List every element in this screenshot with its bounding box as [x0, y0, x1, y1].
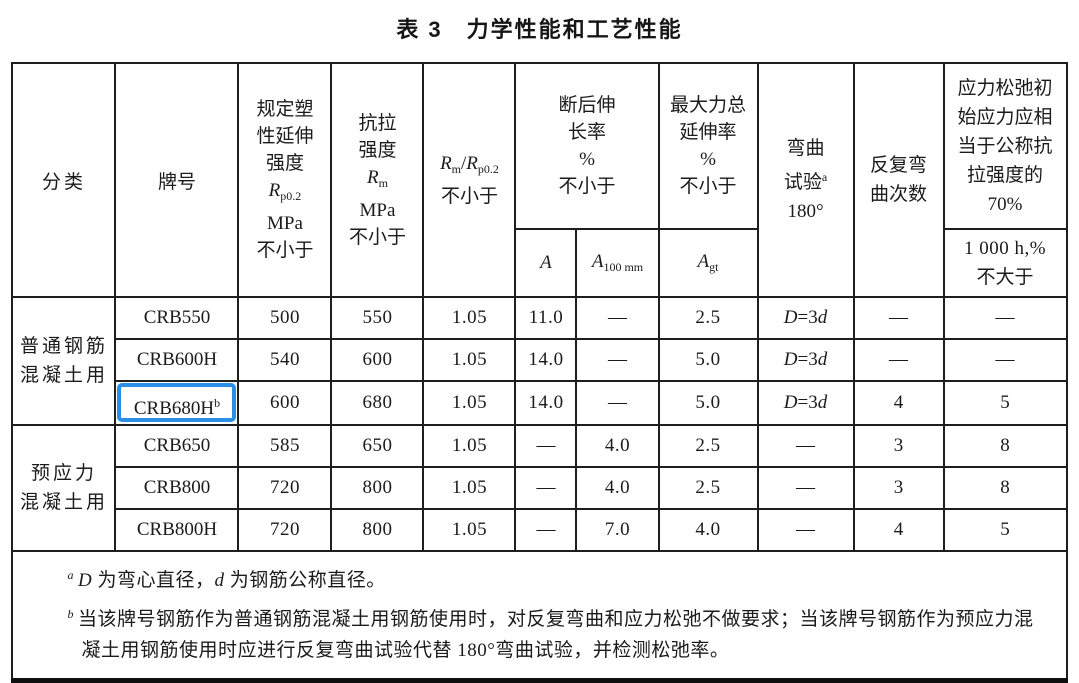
a100-cell: 4.0: [575, 466, 660, 510]
ratio-symbol: Rm/Rp0.2: [440, 153, 499, 176]
subheader-A100mm: A100 mm: [575, 228, 660, 298]
table-row-crb800: CRB800 720 800 1.05 — 4.0 2.5 — 3 8: [12, 466, 1068, 510]
subheader-Agt: Agt: [657, 228, 759, 298]
rp02-symbol: Rp0.2: [268, 180, 302, 203]
grade-cell-crb680h[interactable]: CRB680Hb: [114, 380, 240, 426]
relax-cell: —: [942, 338, 1068, 382]
bend-test-footnote-ref: 试验a: [783, 170, 828, 193]
header-grade: 牌号: [114, 62, 240, 298]
rebend-cell: 3: [852, 466, 945, 510]
a-cell: —: [514, 508, 578, 552]
grade-cell: CRB650: [114, 424, 240, 468]
header-bend-test: 弯曲 试验a 180°: [756, 62, 855, 298]
relax-cell: 8: [942, 424, 1068, 468]
header-classification: 分类: [11, 62, 117, 298]
grade-cell: CRB800H: [114, 508, 240, 552]
footnote-b: b 当该牌号钢筋作为普通钢筋混凝土用钢筋使用时，对反复弯曲和应力松弛不做要求；当该…: [67, 607, 1034, 661]
rp-cell: 540: [237, 338, 333, 382]
agt-cell: 4.0: [657, 508, 759, 552]
agt-cell: 2.5: [657, 296, 759, 340]
rebend-cell: —: [852, 296, 945, 340]
grade-cell: CRB600H: [114, 338, 240, 382]
a-cell: —: [514, 466, 578, 510]
rp-cell: 720: [237, 466, 333, 510]
a-cell: 14.0: [514, 380, 578, 426]
rm-cell: 680: [330, 380, 425, 426]
header-repeated-bending: 反复弯 曲次数: [852, 62, 945, 298]
rm-cell: 800: [330, 466, 425, 510]
header-strength-ratio: Rm/Rp0.2 不小于: [422, 62, 517, 298]
rp-cell: 720: [237, 508, 333, 552]
grade-cell: CRB800: [114, 466, 240, 510]
header-max-total-elongation: 最大力总 延伸率 % 不小于: [657, 62, 759, 230]
rp-cell: 600: [237, 380, 333, 426]
mechanical-properties-table: 分类 牌号 规定塑 性延伸 强度 Rp0.2 MPa 不小于 抗拉 强度 Rm: [11, 62, 1068, 683]
relax-cell: 5: [942, 380, 1068, 426]
bend-cell: —: [756, 424, 855, 468]
ratio-cell: 1.05: [422, 424, 517, 468]
bend-cell: —: [756, 508, 855, 552]
a100-cell: —: [575, 296, 660, 340]
table-row-crb800h: CRB800H 720 800 1.05 — 7.0 4.0 — 4 5: [12, 508, 1068, 552]
table-row-crb600h: CRB600H 540 600 1.05 14.0 — 5.0 D=3d — —: [12, 338, 1068, 382]
rp-cell: 585: [237, 424, 333, 468]
relax-cell: 8: [942, 466, 1068, 510]
rebend-cell: 4: [852, 508, 945, 552]
table-row-crb550: 普通钢筋 混凝土用 CRB550 500 550 1.05 11.0 — 2.5…: [11, 296, 1068, 426]
rm-cell: 800: [330, 508, 425, 552]
rm-cell: 550: [330, 296, 425, 340]
subheader-relaxation-1000h: 1 000 h,% 不大于: [942, 228, 1068, 298]
a-cell: 11.0: [514, 296, 578, 340]
category-cell-ordinary-reinforced: 普通钢筋 混凝土用: [11, 296, 117, 426]
category-cell-prestressed: 预应力 混凝土用: [11, 424, 117, 552]
a100-cell: —: [575, 380, 660, 426]
table-title: 表 3 力学性能和工艺性能: [396, 17, 683, 42]
document-page: 表 3 力学性能和工艺性能 分类 牌号 规定塑 性延伸 强度 Rp0.2: [11, 17, 1068, 683]
rebend-cell: —: [852, 338, 945, 382]
a100-cell: 4.0: [575, 424, 660, 468]
relax-cell: —: [942, 296, 1068, 340]
rebend-cell: 3: [852, 424, 945, 468]
header-tensile-strength: 抗拉 强度 Rm MPa 不小于: [330, 62, 425, 298]
bend-cell: D=3d: [756, 296, 855, 340]
agt-cell: 5.0: [657, 338, 759, 382]
a-cell: —: [514, 424, 578, 468]
rm-cell: 600: [330, 338, 425, 382]
ratio-cell: 1.05: [422, 508, 517, 552]
ratio-cell: 1.05: [422, 380, 517, 426]
header-stress-relaxation: 应力松弛初 始应力应相 当于公称抗 拉强度的 70%: [942, 62, 1068, 230]
rm-symbol: Rm: [367, 166, 388, 190]
bend-cell: D=3d: [756, 380, 855, 426]
agt-cell: 5.0: [657, 380, 759, 426]
agt-cell: 2.5: [657, 424, 759, 468]
subheader-A: A: [514, 228, 578, 298]
grade-cell: CRB550: [114, 296, 240, 340]
table-row-crb680h: CRB680Hb 600 680 1.05 14.0 — 5.0 D=3d 4 …: [12, 380, 1068, 426]
ratio-cell: 1.05: [422, 296, 517, 340]
table-row-crb650: 预应力 混凝土用 CRB650 585 650 1.05 — 4.0 2.5 —…: [11, 424, 1068, 552]
ratio-cell: 1.05: [422, 338, 517, 382]
agt-cell: 2.5: [657, 466, 759, 510]
header-proof-strength: 规定塑 性延伸 强度 Rp0.2 MPa 不小于: [237, 62, 333, 298]
a100-cell: —: [575, 338, 660, 382]
rm-cell: 650: [330, 424, 425, 468]
bend-cell: —: [756, 466, 855, 510]
rebend-cell: 4: [852, 380, 945, 426]
bend-cell: D=3d: [756, 338, 855, 382]
ratio-cell: 1.05: [422, 466, 517, 510]
header-elongation-after-fracture: 断后伸 长率 % 不小于: [514, 62, 660, 230]
rp-cell: 500: [237, 296, 333, 340]
a-cell: 14.0: [514, 338, 578, 382]
relax-cell: 5: [942, 508, 1068, 552]
a100-cell: 7.0: [575, 508, 660, 552]
